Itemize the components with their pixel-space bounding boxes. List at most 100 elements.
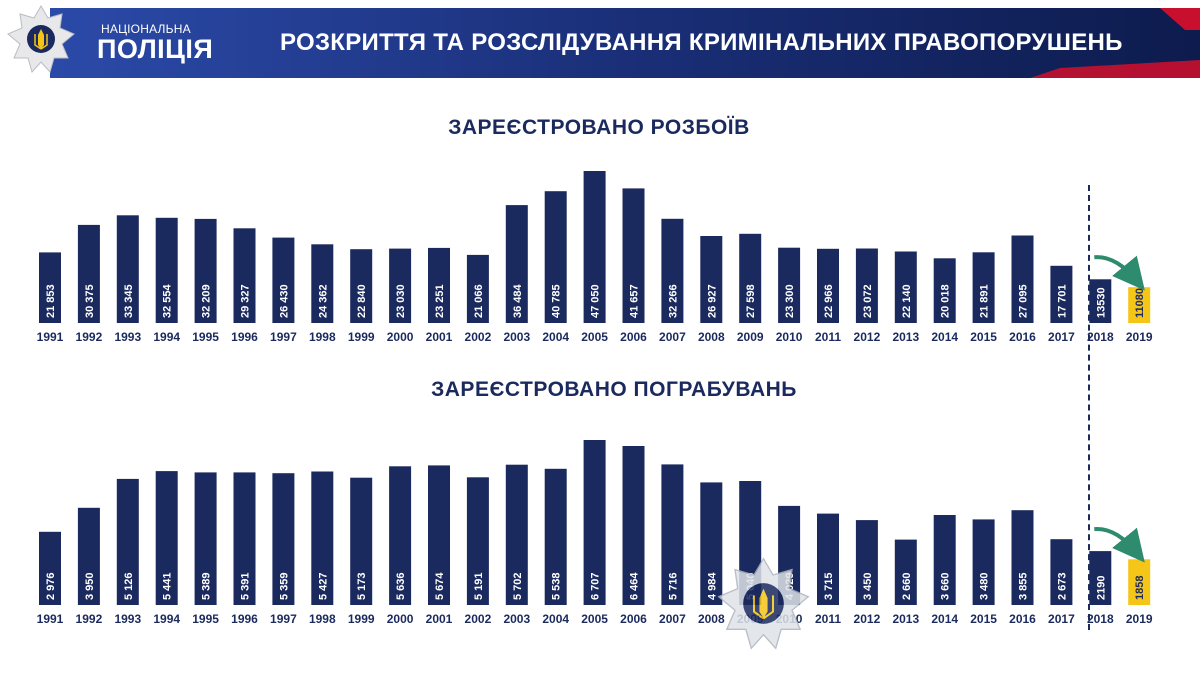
value-label-1998: 5 427 (317, 572, 329, 600)
bar-2019 (1128, 559, 1151, 605)
year-label-1997: 1997 (270, 612, 297, 626)
year-label-2015: 2015 (970, 330, 997, 344)
police-badge-icon (7, 5, 75, 74)
year-label-2014: 2014 (931, 330, 958, 344)
value-label-2002: 21 066 (473, 284, 485, 318)
bar-2018 (1089, 551, 1112, 605)
year-label-2000: 2000 (387, 330, 414, 344)
value-label-2015: 3 480 (979, 572, 991, 600)
year-label-2018: 2018 (1087, 330, 1114, 344)
bar-2007 (661, 464, 684, 605)
bar-2014 (933, 515, 956, 605)
value-label-2009: 27 598 (745, 284, 757, 318)
bar-2014 (933, 258, 956, 323)
brand-subtitle: НАЦІОНАЛЬНА (101, 22, 191, 36)
value-label-2005: 47 050 (590, 284, 602, 318)
bar-2007 (661, 218, 684, 323)
value-label-1995: 5 389 (201, 572, 213, 600)
value-label-2012: 3 450 (862, 572, 874, 600)
bar-2011 (817, 248, 839, 323)
year-label-2009: 2009 (737, 330, 764, 344)
trend-arrow-icon (1094, 527, 1145, 563)
bar-2018 (1089, 279, 1112, 323)
year-label-2008: 2008 (698, 330, 725, 344)
bar-2005 (583, 440, 606, 605)
bar-1999 (350, 249, 373, 323)
year-label-2013: 2013 (892, 612, 919, 626)
bar-2006 (622, 446, 645, 605)
bar-2011 (817, 513, 839, 605)
robberies-bar-chart: 21 853 1991 30 375 1992 33 345 1993 32 554 1994… (37, 171, 1153, 344)
year-label-1998: 1998 (309, 330, 336, 344)
bar-2006 (622, 188, 645, 323)
value-label-2016: 27 095 (1018, 284, 1030, 318)
value-label-2010: 23 300 (784, 284, 796, 318)
value-label-2003: 5 702 (512, 572, 524, 600)
year-label-2007: 2007 (659, 612, 686, 626)
value-label-1991: 2 976 (45, 572, 57, 600)
bar-2003 (505, 464, 528, 605)
value-label-2006: 41 657 (629, 284, 641, 318)
bar-1992 (77, 507, 100, 605)
value-label-1999: 5 173 (356, 572, 368, 600)
value-label-2008: 26 927 (706, 284, 718, 318)
value-label-2014: 3 660 (940, 572, 952, 600)
bar-2015 (972, 252, 995, 323)
value-label-1994: 32 554 (162, 283, 174, 318)
bar-1991 (39, 531, 61, 605)
year-label-2015: 2015 (970, 612, 997, 626)
year-label-2017: 2017 (1048, 612, 1075, 626)
year-label-2000: 2000 (387, 612, 414, 626)
bar-1993 (116, 478, 139, 605)
value-label-2017: 2 673 (1056, 572, 1068, 600)
value-label-2001: 23 251 (434, 284, 446, 318)
year-label-2008: 2008 (698, 612, 725, 626)
year-label-1995: 1995 (192, 330, 219, 344)
bar-2004 (544, 191, 567, 323)
value-label-1993: 5 126 (123, 572, 135, 600)
bar-2016 (1011, 235, 1034, 323)
bar-1994 (155, 471, 178, 605)
year-label-2017: 2017 (1048, 330, 1075, 344)
year-label-2016: 2016 (1009, 612, 1036, 626)
value-label-1994: 5 441 (162, 572, 174, 600)
value-label-1992: 3 950 (84, 572, 96, 600)
value-label-2003: 36 484 (512, 283, 524, 318)
value-label-2001: 5 674 (434, 572, 446, 600)
bar-1994 (155, 217, 178, 323)
header-background (50, 8, 1200, 78)
year-label-2019: 2019 (1126, 612, 1153, 626)
bar-2005 (583, 171, 606, 323)
value-label-1998: 24 362 (317, 284, 329, 318)
bar-2017 (1050, 265, 1073, 323)
value-label-2002: 5 191 (473, 572, 485, 600)
year-label-2019: 2019 (1126, 330, 1153, 344)
value-label-2019: 1858 (1134, 576, 1146, 600)
bar-1992 (77, 224, 100, 323)
bar-2003 (505, 205, 528, 323)
year-label-2005: 2005 (581, 612, 608, 626)
year-label-1999: 1999 (348, 612, 375, 626)
bar-2001 (428, 247, 450, 323)
year-label-1994: 1994 (153, 612, 180, 626)
year-label-2012: 2012 (854, 330, 881, 344)
trend-arrow-icon (1094, 255, 1145, 291)
value-label-2013: 2 660 (901, 572, 913, 600)
bar-2000 (389, 248, 412, 323)
value-label-2007: 5 716 (667, 572, 679, 600)
value-label-1996: 29 327 (240, 284, 252, 318)
value-label-2008: 4 984 (706, 572, 718, 600)
year-label-1991: 1991 (37, 330, 64, 344)
bar-1995 (194, 218, 217, 323)
bar-2013 (894, 251, 917, 323)
bar-1997 (272, 473, 295, 605)
year-label-2004: 2004 (542, 612, 569, 626)
year-label-2006: 2006 (620, 330, 647, 344)
year-label-1997: 1997 (270, 330, 297, 344)
year-label-1996: 1996 (231, 612, 258, 626)
bar-2015 (972, 519, 995, 605)
bar-2012 (855, 248, 878, 323)
value-label-2005: 6 707 (590, 572, 602, 600)
year-label-2003: 2003 (503, 612, 530, 626)
brand-name: ПОЛІЦІЯ (97, 34, 214, 64)
